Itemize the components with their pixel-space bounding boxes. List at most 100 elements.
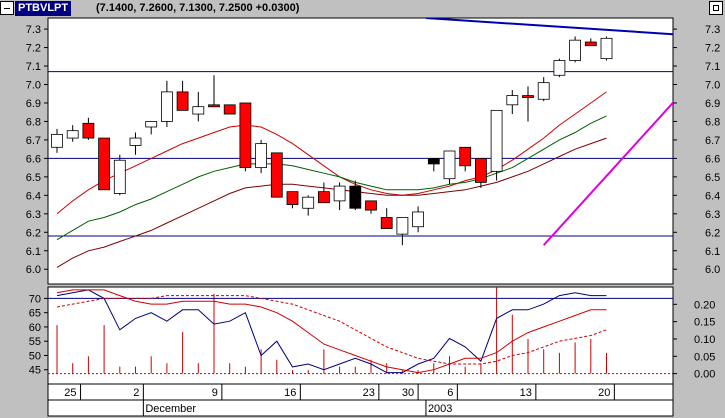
osc-tick-label-left: 50 [29, 350, 41, 362]
candle-body [490, 109, 503, 172]
candle-body [129, 137, 142, 146]
price-tick-label-left: 7.2 [26, 43, 41, 55]
osc-tick-label-left: 55 [29, 336, 41, 348]
price-tick-label-left: 6.3 [26, 209, 41, 221]
candle-body [553, 60, 566, 76]
price-tick-label-right: 6.2 [705, 227, 720, 239]
candle-body [333, 185, 346, 202]
price-tick-label-right: 6.5 [705, 172, 720, 184]
price-tick-label-left: 6.6 [26, 153, 41, 165]
candle-body [349, 185, 362, 209]
candle-body [255, 143, 268, 169]
price-tick-label-left: 6.2 [26, 227, 41, 239]
price-tick-label-left: 7.0 [26, 80, 41, 92]
axis-layer: 7.3 7.3 7.2 7.2 7.1 7.1 7.0 7.0 6.9 6.9 6.8 6.8 6.7 6… [26, 24, 720, 416]
resistance-trendline [425, 18, 673, 36]
osc-tick-label-left: 60 [29, 322, 41, 334]
candle-body [365, 200, 377, 211]
title-bar[interactable]: PTBVLPT (7.1400, 7.2600, 7.1300, 7.2500 … [0, 0, 725, 18]
price-tick-label-right: 7.3 [705, 24, 720, 36]
quote-label: (7.1400, 7.2600, 7.1300, 7.2500 +0.0300) [96, 2, 300, 14]
candle-body [113, 159, 126, 194]
price-tick-label-left: 6.5 [26, 172, 41, 184]
price-tick-label-left: 6.0 [26, 264, 41, 276]
price-tick-label-right: 6.7 [705, 135, 720, 147]
candle-body [506, 95, 519, 106]
candle-body [474, 157, 487, 183]
candle-body [82, 122, 95, 139]
candle-body [522, 95, 534, 98]
price-tick-label-right: 6.0 [705, 264, 720, 276]
oscillator-plot-area [47, 286, 674, 385]
candle-body [98, 137, 110, 191]
price-tick-label-left: 7.3 [26, 24, 41, 36]
osc-tick-label-left: 45 [29, 365, 41, 377]
price-tick-label-left: 7.1 [26, 61, 41, 73]
candle-body [223, 104, 236, 115]
price-tick-label-left: 6.1 [26, 246, 41, 258]
date-tick-label: 6 [447, 387, 453, 399]
price-tick-label-right: 6.4 [705, 190, 720, 202]
date-tick-label: 13 [520, 387, 532, 399]
candle-body [396, 217, 409, 235]
candle-body [459, 146, 472, 167]
price-tick-label-right: 6.9 [705, 98, 720, 110]
date-tick-label: 30 [402, 387, 414, 399]
candle-body [160, 91, 173, 122]
candle-body [208, 104, 220, 108]
candle-body [270, 152, 283, 198]
osc-tick-label-right: 0.15 [694, 317, 715, 329]
candle-body [584, 41, 597, 47]
candle-body [537, 82, 550, 100]
support-trendline [542, 101, 673, 246]
minimize-icon[interactable] [0, 1, 14, 15]
moving-average-2 [56, 137, 607, 268]
restore-icon[interactable] [709, 1, 723, 15]
candle-body [443, 150, 456, 180]
price-tick-label-left: 6.4 [26, 190, 41, 202]
osc-tick-label-left: 65 [29, 308, 41, 320]
osc-tick-label-right: 0.00 [694, 369, 715, 381]
date-tick-label: 9 [212, 387, 218, 399]
date-tick-label: 16 [284, 387, 296, 399]
date-tick-label: 25 [64, 387, 76, 399]
candle-body [412, 211, 425, 228]
osc-tick-label-left: 70 [29, 293, 41, 305]
oscillator-series-0 [56, 289, 607, 374]
candle-body [427, 157, 440, 165]
moving-average-0 [56, 91, 607, 215]
osc-tick-label-right: 0.10 [694, 334, 715, 346]
price-tick-label-right: 6.8 [705, 116, 720, 128]
symbol-label: PTBVLPT [15, 1, 72, 16]
candle-body [145, 121, 158, 128]
candle-body [317, 191, 330, 204]
price-plot-area [47, 17, 674, 285]
oscillator-layer [48, 287, 673, 375]
price-tick-label-left: 6.9 [26, 98, 41, 110]
candle-body [51, 133, 63, 148]
period-label: 2003 [428, 403, 452, 415]
candle-body [286, 191, 299, 205]
oscillator-series-2 [56, 295, 607, 365]
date-tick-label: 20 [598, 387, 610, 399]
date-tick-label: 2 [133, 387, 139, 399]
candle-body [600, 37, 613, 60]
candle-body [66, 130, 79, 139]
oscillator-series-1 [56, 289, 607, 374]
price-tick-label-right: 6.3 [705, 209, 720, 221]
price-tick-label-right: 7.0 [705, 80, 720, 92]
osc-tick-label-right: 0.05 [694, 351, 715, 363]
price-tick-label-right: 7.1 [705, 61, 720, 73]
candle-body [176, 91, 189, 111]
candle-body [380, 217, 393, 229]
osc-tick-label-right: 0.20 [694, 299, 715, 311]
price-tick-label-left: 6.7 [26, 135, 41, 147]
price-layer [48, 18, 673, 268]
price-tick-label-right: 6.6 [705, 153, 720, 165]
candle-body [192, 106, 205, 115]
price-tick-label-right: 6.1 [705, 246, 720, 258]
candle-body [569, 39, 581, 61]
price-tick-label-right: 7.2 [705, 43, 720, 55]
candle-body [302, 196, 315, 209]
